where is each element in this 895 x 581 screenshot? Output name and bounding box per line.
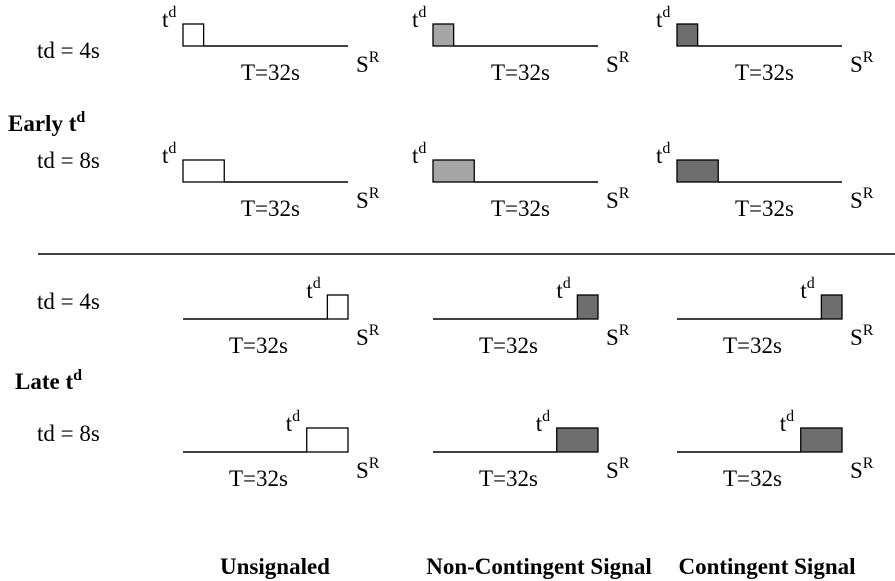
delay-stimulus-box [432,23,455,47]
row-label-early-4: td = 4s [37,38,100,63]
timeline-panel: td SR T=32s [162,140,380,221]
row-label-late-8: td = 8s [37,421,100,446]
delay-stimulus-box [676,159,719,183]
delay-label: td [536,408,550,436]
reinforcer-label: SR [606,455,630,483]
reinforcer-label: SR [606,49,630,77]
delay-stimulus-box [182,23,205,47]
delay-label: td [656,4,670,32]
delay-stimulus-box [676,23,699,47]
delay-stimulus-box [306,427,349,453]
timeline-panel: td SR T=32s [656,140,874,221]
column-label-noncontingent: Non-Contingent Signal [426,554,652,579]
reinforcer-label: SR [606,185,630,213]
delay-stimulus-box [556,427,599,453]
section-heading-early: Early td [8,109,85,136]
delay-label: td [162,140,176,168]
reinforcer-label: SR [356,322,380,350]
delay-label: td [412,4,426,32]
timeline-panel: td SR T=32s [433,275,630,358]
column-label-contingent: Contingent Signal [678,554,855,579]
reinforcer-label: SR [850,455,874,483]
interval-label: T=32s [479,466,538,491]
interval-label: T=32s [229,466,288,491]
delay-label: td [306,275,320,303]
delay-label: td [780,408,794,436]
section-heading-late: Late td [15,367,82,394]
reinforcer-label: SR [850,185,874,213]
timeline-panel: td SR T=32s [677,275,874,358]
delay-stimulus-box [576,294,599,320]
delay-label: td [656,140,670,168]
delay-stimulus-box [432,159,475,183]
interval-label: T=32s [491,60,550,85]
delay-stimulus-box [820,294,843,320]
timeline-panel: td SR T=32s [433,408,630,491]
interval-label: T=32s [723,333,782,358]
reinforcer-label: SR [850,322,874,350]
delay-stimulus-box [326,294,349,320]
delay-stimulus-box [800,427,843,453]
interval-label: T=32s [735,60,794,85]
interval-label: T=32s [723,466,782,491]
timeline-panel: td SR T=32s [677,408,874,491]
reinforcer-label: SR [356,49,380,77]
timeline-panel: td SR T=32s [412,4,630,85]
delay-label: td [556,275,570,303]
interval-label: T=32s [735,196,794,221]
timeline-panel: td SR T=32s [412,140,630,221]
timeline-panel: td SR T=32s [183,275,380,358]
reinforcer-label: SR [356,185,380,213]
row-label-early-8: td = 8s [37,148,100,173]
timeline-panel: td SR T=32s [183,408,380,491]
reinforcer-label: SR [356,455,380,483]
delay-label: td [286,408,300,436]
row-label-late-4: td = 4s [37,289,100,314]
column-label-unsignaled: Unsignaled [220,554,330,579]
interval-label: T=32s [229,333,288,358]
interval-label: T=32s [241,60,300,85]
delay-label: td [800,275,814,303]
interval-label: T=32s [241,196,300,221]
interval-label: T=32s [479,333,538,358]
reinforcer-label: SR [606,322,630,350]
delay-stimulus-box [182,159,225,183]
timeline-panels: td SR T=32s td SR T=32s td SR T=32s td SR T=32s td SR… [162,4,874,491]
timeline-panel: td SR T=32s [656,4,874,85]
delay-label: td [412,140,426,168]
reinforcer-label: SR [850,49,874,77]
interval-label: T=32s [491,196,550,221]
timeline-panel: td SR T=32s [162,4,380,85]
delay-label: td [162,4,176,32]
